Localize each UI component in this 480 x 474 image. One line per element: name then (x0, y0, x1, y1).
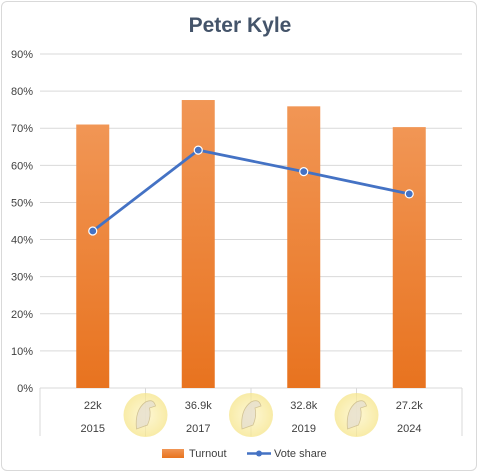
watermarks (123, 393, 379, 437)
x-tick-label: 2019 (292, 423, 316, 435)
y-tick-label: 70% (11, 123, 33, 135)
vote-share-point-2017 (193, 145, 203, 155)
x-tick-label: 2015 (81, 423, 105, 435)
x-tick-label: 2017 (186, 423, 210, 435)
legend-swatch-turnout (162, 449, 184, 458)
y-tick-label: 20% (11, 309, 33, 321)
legend-marker-vote-share (256, 450, 262, 457)
watermark-logo (123, 393, 168, 437)
x-sublabel: 27.2k (396, 400, 423, 412)
bar-turnout-2015 (76, 124, 110, 388)
y-tick-label: 80% (11, 86, 33, 98)
legend: Turnout Vote share (162, 448, 327, 460)
y-tick-label: 0% (17, 383, 33, 395)
vote-share-point-2019 (299, 167, 309, 177)
bar-turnout-2017 (181, 100, 215, 389)
watermark-eagle (241, 400, 262, 430)
x-sublabel: 22k (84, 400, 102, 412)
y-tick-label: 60% (11, 160, 33, 172)
watermark-eagle (346, 400, 367, 430)
line-series (88, 145, 414, 236)
watermark-logo (334, 393, 379, 437)
bar-series (76, 100, 426, 389)
y-tick-label: 90% (11, 49, 33, 61)
y-tick-label: 10% (11, 346, 33, 358)
vote-share-point-2024 (404, 189, 414, 199)
y-tick-label: 50% (11, 197, 33, 209)
bar-turnout-2024 (392, 127, 426, 388)
y-tick-label: 30% (11, 272, 33, 284)
y-axis: 0% 10% 20% 30% 40% 50% 60% 70% 80% 90% (11, 49, 33, 395)
chart-title: Peter Kyle (189, 14, 292, 37)
x-tick-label: 2024 (397, 423, 421, 435)
watermark-logo (229, 393, 273, 437)
legend-label-turnout: Turnout (189, 448, 227, 460)
x-sublabel: 36.9k (185, 400, 212, 412)
gridlines (39, 53, 463, 436)
x-axis: 22k 2015 36.9k 2017 32.8k 2019 27.2k 2024 (81, 400, 424, 435)
watermark-eagle (135, 400, 156, 430)
y-tick-label: 40% (11, 235, 33, 247)
vote-share-line (91, 148, 410, 233)
vote-share-point-2015 (88, 226, 98, 236)
x-sublabel: 32.8k (290, 400, 317, 412)
legend-label-vote-share: Vote share (274, 448, 327, 460)
bar-turnout-2019 (287, 106, 321, 389)
